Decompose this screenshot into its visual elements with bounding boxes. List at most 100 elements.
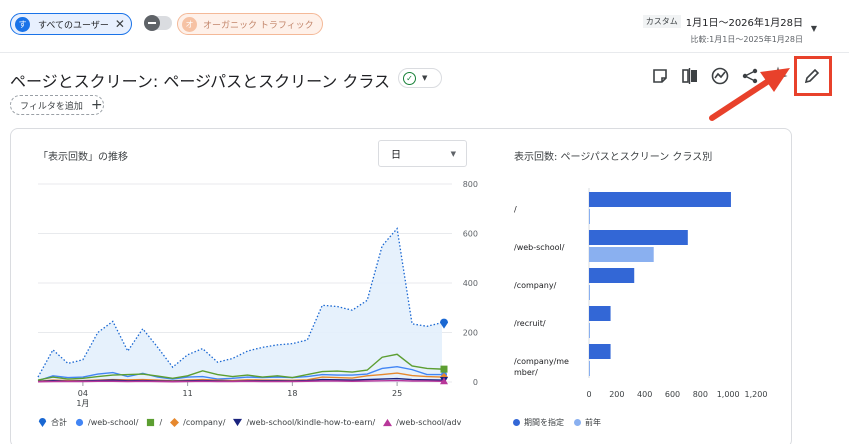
- bar-1: [589, 361, 590, 376]
- bar-chart-title: 表示回数: ページパスとスクリーン クラス別: [514, 152, 713, 163]
- legend-item[interactable]: /web-school/kindle-how-to-earn/: [233, 418, 375, 427]
- plus-icon: +: [90, 97, 103, 113]
- close-icon[interactable]: ✕: [114, 17, 125, 31]
- series-line-5: [37, 379, 443, 383]
- y-tick-label: 600: [463, 230, 478, 239]
- arrow-annotation-icon: [709, 68, 790, 121]
- legend-item[interactable]: /web-school/: [75, 418, 138, 427]
- insights-icon[interactable]: [710, 66, 730, 86]
- line-chart-title: 「表示回数」の推移: [38, 152, 128, 163]
- total-area: [38, 228, 442, 382]
- category-label: /web-school/: [514, 243, 565, 252]
- x-tick-label: 04: [78, 389, 88, 398]
- bar-chart: 0 200 400 600 800 1,000 1,200 / /web-school/ /com…: [514, 188, 768, 399]
- x-tick-label: 11: [183, 389, 193, 398]
- segment-toggle[interactable]: [144, 15, 172, 31]
- bar-0: [589, 268, 635, 283]
- series-line-2: [37, 353, 443, 381]
- bar-0: [589, 344, 611, 359]
- x-tick-label: 200: [609, 390, 624, 399]
- customize-report-icon[interactable]: [650, 66, 670, 86]
- category-label: /company/me: [514, 357, 569, 366]
- y-tick-label: 400: [463, 279, 478, 288]
- legend-label: 期間を指定: [524, 418, 564, 427]
- organic-segment-label: オーガニック トラフィック: [203, 20, 314, 31]
- end-marker: [440, 365, 448, 373]
- organic-segment-chip[interactable]: オ オーガニック トラフィック: [177, 13, 323, 35]
- legend-dot-icon: [75, 418, 84, 427]
- bar-0: [589, 230, 688, 245]
- user-segment-label: すべてのユーザー: [38, 20, 109, 31]
- legend-square-icon: [147, 418, 155, 427]
- user-segment-avatar: す: [15, 16, 30, 32]
- legend-item[interactable]: 合計: [38, 417, 67, 428]
- category-label: mber/: [514, 368, 538, 377]
- edit-highlight-box: [794, 56, 832, 96]
- edit-icon[interactable]: [802, 66, 822, 86]
- legend-label: /web-school/: [88, 418, 139, 427]
- check-circle-icon: ✓: [403, 71, 416, 85]
- legend-item[interactable]: 前年: [574, 417, 601, 428]
- end-marker: [440, 377, 448, 385]
- category-label: /company/: [514, 281, 557, 290]
- compare-icon[interactable]: [680, 66, 700, 86]
- granularity-select[interactable]: 日 ▼: [378, 140, 467, 167]
- page-title: ページとスクリーン: ページパスとスクリーン クラス: [10, 72, 391, 91]
- end-marker-total: [440, 318, 448, 329]
- y-tick-label: 200: [463, 329, 478, 338]
- legend-label: /web-school/kindle-how-to-earn/: [246, 418, 376, 427]
- status-chip[interactable]: ✓ ▼: [398, 68, 442, 88]
- series-line-total: [37, 227, 443, 378]
- legend-item[interactable]: /company/: [170, 418, 225, 427]
- x-tick-label: 600: [665, 390, 680, 399]
- custom-badge: カスタム: [642, 15, 681, 28]
- add-filter-button[interactable]: フィルタを追加 +: [10, 95, 104, 115]
- legend-label: 前年: [585, 418, 601, 427]
- line-chart: 800 600 400 200 0 04 11 18 25 1月: [37, 180, 478, 408]
- chevron-down-icon: ▼: [422, 74, 428, 82]
- chevron-down-icon[interactable]: ▼: [810, 24, 817, 33]
- bar-1: [589, 209, 590, 224]
- bar-1: [589, 285, 590, 300]
- bar-chart-legend: 期間を指定 前年: [513, 417, 601, 428]
- y-tick-label: 800: [463, 180, 478, 189]
- share-icon[interactable]: [740, 66, 760, 86]
- report-card: [10, 128, 792, 444]
- user-segment-chip[interactable]: す すべてのユーザー ✕: [10, 13, 132, 35]
- legend-label: 合計: [51, 418, 67, 427]
- legend-label: /web-school/adv: [396, 418, 462, 427]
- date-range-picker[interactable]: カスタム 1月1日～2026年1月28日 比較:1月1日～2025年1月28日: [642, 14, 803, 45]
- bar-1: [589, 247, 654, 262]
- legend-dot-icon: [574, 419, 581, 426]
- legend-drop-icon: [38, 418, 47, 427]
- organic-segment-avatar: オ: [182, 16, 197, 32]
- bar-0: [589, 192, 731, 207]
- x-tick-label: 0: [586, 390, 591, 399]
- legend-diamond-icon: [170, 418, 180, 427]
- legend-item[interactable]: 期間を指定: [513, 417, 564, 428]
- legend-dot-icon: [513, 419, 520, 426]
- x-tick-label: 1,000: [717, 390, 740, 399]
- date-compare-text: 比較:1月1日～2025年1月28日: [690, 35, 803, 44]
- toggle-knob-icon: [144, 15, 160, 31]
- add-filter-label: フィルタを追加: [20, 101, 83, 112]
- x-tick-label: 400: [637, 390, 652, 399]
- legend-label: /company/: [183, 418, 226, 427]
- chevron-down-icon: ▼: [450, 149, 456, 158]
- category-label: /: [514, 205, 517, 214]
- category-label: /recruit/: [514, 319, 546, 328]
- legend-tri-down-icon: [233, 418, 243, 427]
- legend-label: /: [159, 418, 163, 427]
- x-tick-label: 1,200: [745, 390, 768, 399]
- x-tick-label: 25: [392, 389, 402, 398]
- bar-1: [589, 323, 590, 338]
- y-tick-label: 0: [473, 378, 478, 387]
- legend-item[interactable]: /: [146, 418, 162, 427]
- x-month-label: 1月: [76, 399, 89, 408]
- x-tick-label: 18: [287, 389, 297, 398]
- date-range-text: 1月1日～2026年1月28日: [685, 18, 803, 29]
- divider: [0, 52, 849, 53]
- legend-tri-up-icon: [383, 418, 393, 427]
- legend-item[interactable]: /web-school/adv: [383, 418, 461, 427]
- line-chart-legend: 合計/web-school/ / /company/ /web-school/kind…: [38, 417, 468, 428]
